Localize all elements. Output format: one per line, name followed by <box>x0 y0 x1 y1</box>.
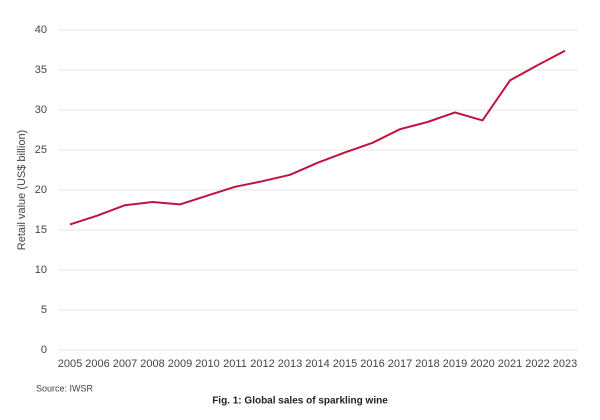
x-tick-label: 2005 <box>58 358 82 370</box>
y-axis-label: Retail value (US$ billion) <box>16 130 28 250</box>
x-tick-label: 2016 <box>360 358 384 370</box>
y-tick-label: 40 <box>35 24 47 36</box>
x-tick-label: 2012 <box>250 358 274 370</box>
x-tick-label: 2020 <box>470 358 494 370</box>
x-tick-label: 2008 <box>140 358 164 370</box>
y-tick-label: 30 <box>35 104 47 116</box>
x-tick-label: 2006 <box>85 358 109 370</box>
x-tick-label: 2019 <box>443 358 467 370</box>
y-tick-label: 20 <box>35 184 47 196</box>
y-tick-label: 35 <box>35 64 47 76</box>
x-tick-label: 2018 <box>415 358 439 370</box>
x-tick-label: 2010 <box>195 358 219 370</box>
y-tick-label: 10 <box>35 264 47 276</box>
x-tick-label: 2021 <box>498 358 522 370</box>
x-tick-label: 2014 <box>305 358 329 370</box>
x-tick-label: 2013 <box>278 358 302 370</box>
y-tick-label: 5 <box>41 304 47 316</box>
x-tick-label: 2022 <box>525 358 549 370</box>
x-tick-label: 2009 <box>168 358 192 370</box>
x-tick-label: 2017 <box>388 358 412 370</box>
x-tick-label: 2007 <box>113 358 137 370</box>
y-tick-label: 25 <box>35 144 47 156</box>
x-tick-label: 2023 <box>553 358 577 370</box>
x-tick-label: 2015 <box>333 358 357 370</box>
source: Source: IWSR <box>36 383 94 393</box>
x-tick-label: 2011 <box>223 358 247 370</box>
y-tick-label: 0 <box>41 344 47 356</box>
line <box>69 49 566 226</box>
chart-title: Fig. 1: Global sales of sparkling wine <box>212 396 388 407</box>
y-tick-label: 15 <box>35 224 47 236</box>
